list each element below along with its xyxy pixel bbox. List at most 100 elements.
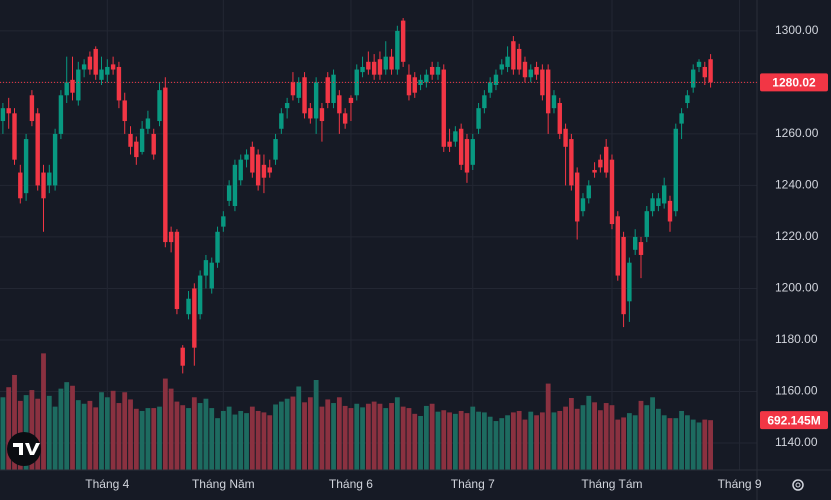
candle-body [6,108,11,114]
volume-bar [400,406,406,470]
volume-bar [249,406,255,470]
candle-body [163,87,168,243]
volume-bar [180,405,186,470]
candle-body [58,95,64,134]
candle-body [482,95,487,109]
candle-body [685,95,690,104]
candle-body [168,231,174,243]
candle-body [0,108,6,122]
volume-bar [452,413,458,470]
candle-body [47,172,52,186]
candle-body [366,61,371,70]
volume-bar [609,405,615,470]
candle-body [377,59,383,75]
volume-bar [592,402,597,470]
volume-bar [441,410,447,470]
candle-body [93,48,98,75]
candle-body [186,298,191,315]
candle-body [64,82,69,96]
volume-bar [418,416,423,470]
candle-body [545,69,551,114]
candle-body [319,108,325,122]
candle-body [354,69,359,96]
candle-body [690,69,696,88]
volume-bar [209,408,215,470]
volume-bar [655,408,661,470]
volume-bar [412,413,418,470]
volume-bar [470,406,476,470]
candle-body [18,172,23,199]
x-tick-label: Tháng 4 [85,477,129,491]
candle-body [23,139,29,194]
volume-bar [139,410,145,470]
volume-bar [191,397,197,470]
candle-body [87,56,93,70]
candle-body [337,95,342,114]
candle-body [360,66,365,73]
volume-bar [365,403,371,470]
candle-body [215,231,220,263]
volume-bar [551,412,557,470]
candle-body [389,56,394,70]
volume-bar [215,418,220,470]
candle-body [574,172,580,222]
candle-body [232,164,238,207]
axes: 1140.00 1160.00 1180.00 1200.00 1220.00 1240.… [0,23,828,491]
volume-bar [626,413,632,470]
volume-bar [615,419,621,470]
candle-body [151,133,156,155]
volume-bar [46,395,52,470]
candle-body [505,56,510,67]
volume-bar [597,410,603,470]
volume-bar [603,403,609,470]
settings-icon[interactable] [792,479,804,491]
candle-body [145,118,151,129]
volume-bar [481,412,487,470]
volume-bar [110,390,116,470]
y-tick-label: 1160.00 [775,384,818,398]
x-tick-label: Tháng Tám [581,477,642,491]
candle-body [250,146,255,173]
volume-bar [52,406,58,470]
candle-body [221,216,226,227]
volume-bar [539,412,545,470]
volume-bar [563,406,568,470]
y-tick-label: 1220.00 [775,229,819,243]
candle-body [522,61,528,78]
candle-body [122,100,127,122]
volume-bar [64,382,70,470]
candle-body [603,146,609,173]
volume-bar [522,419,528,470]
volume-bar [58,388,64,470]
candle-body [511,41,516,70]
candle-body [580,198,586,212]
last-volume-badge [760,411,828,430]
last-volume-label: 692.145M [767,413,820,427]
volume-bar [296,386,302,470]
candle-body [464,139,470,173]
volume-bar [389,403,394,470]
volume-bar [568,398,574,470]
candle-body [76,69,81,101]
volume-bar [435,411,441,470]
candle-body [209,262,214,289]
volume-bar [162,378,168,470]
candle-body [371,61,377,75]
x-tick-label: Tháng 6 [329,477,373,491]
y-tick-label: 1300.00 [775,23,819,37]
volume-bar [679,410,684,470]
volume-bar [394,397,400,470]
volume-bar [493,421,499,470]
volume-bar [0,397,6,470]
volume-bar [93,407,99,470]
candle-body [255,154,261,186]
candle-body [621,236,626,315]
volume-bar [261,412,267,470]
volume-bar [70,385,75,470]
volume-bar [232,414,238,470]
volume-bar [708,420,713,470]
candle-body [12,113,17,160]
volume-bar [168,388,174,470]
volume-bar [12,374,17,470]
